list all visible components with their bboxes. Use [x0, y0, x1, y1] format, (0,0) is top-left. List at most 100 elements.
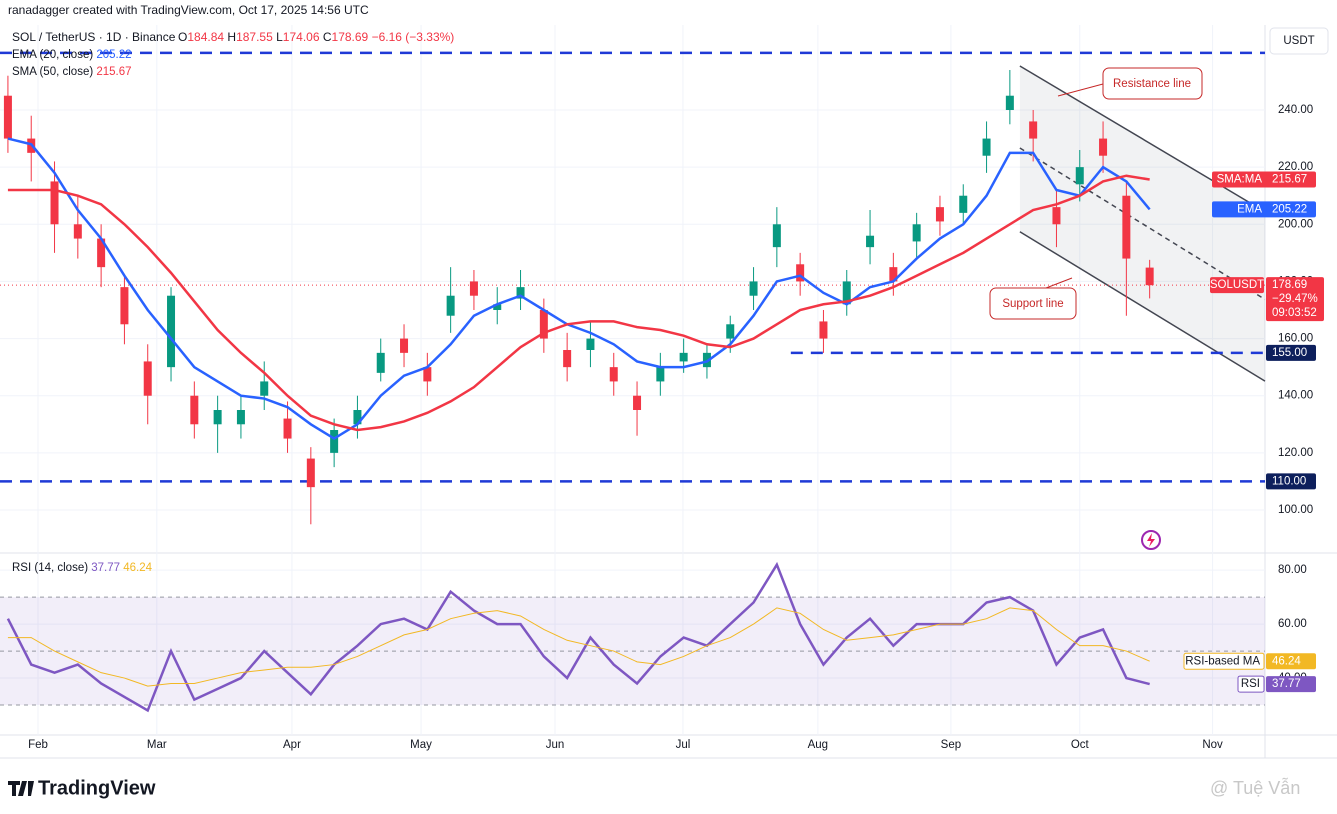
- ma-tag: [1212, 201, 1316, 218]
- candle-body: [1075, 167, 1084, 185]
- currency[interactable]: USDT: [1283, 35, 1314, 47]
- rsi-tag-name: RSI: [1241, 678, 1260, 690]
- candle-body: [749, 281, 758, 296]
- symbol: SOL / TetherUS · 1D · Binance: [12, 30, 176, 44]
- legend-name: RSI (14, close): [12, 562, 88, 574]
- y-tick-label: 240.00: [1278, 104, 1313, 116]
- legend-value: 46.24: [123, 562, 152, 574]
- candle-body: [376, 352, 385, 373]
- candle-body: [889, 267, 898, 282]
- y-tick-label: 220.00: [1278, 161, 1313, 173]
- support-label: Support line: [1002, 298, 1063, 310]
- candle-body: [120, 287, 129, 325]
- x-tick-label: Nov: [1202, 739, 1223, 751]
- brand: TradingView: [38, 777, 156, 799]
- candle-body: [167, 295, 176, 368]
- candle-body: [1029, 121, 1038, 139]
- level-tag-label: 110.00: [1272, 475, 1306, 487]
- currency-button[interactable]: [1269, 27, 1329, 55]
- legend-value: 215.67: [96, 66, 131, 78]
- candle-body: [586, 338, 595, 350]
- candle-body: [50, 181, 59, 225]
- candle-body: [842, 281, 851, 305]
- rsi-legend: RSI (14, close) 37.77 46.24: [12, 562, 153, 574]
- candle-body: [1122, 195, 1131, 259]
- legend-name: SMA (50, close): [12, 66, 93, 78]
- x-tick-label: Sep: [941, 739, 961, 751]
- ohlc-key: L: [276, 30, 283, 44]
- resistance-callout: [1102, 67, 1203, 100]
- x-tick-label: May: [410, 739, 432, 751]
- legend-value: 37.77: [91, 562, 120, 574]
- candle-body: [1005, 95, 1014, 110]
- ma-tag-name: SMA:MA: [1217, 174, 1263, 186]
- resistance-arrow: [1057, 83, 1104, 97]
- x-tick-label: Feb: [28, 739, 48, 751]
- candle-body: [656, 367, 665, 382]
- candle-body: [633, 395, 642, 410]
- candle-body: [213, 410, 222, 425]
- rsi-tag-name: RSI-based MA: [1185, 655, 1260, 667]
- rsi-tag: [1266, 653, 1316, 670]
- price-tag-name: SOLUSDT: [1210, 279, 1264, 291]
- y-tick-label: 60.00: [1278, 618, 1307, 630]
- ohlc-value: 187.55: [236, 30, 273, 44]
- rsi-tag-name-box: [1183, 652, 1265, 670]
- candle-body: [935, 207, 944, 222]
- ma-tag-value: 215.67: [1272, 174, 1307, 186]
- ohlc-value: 178.69: [332, 30, 369, 44]
- candle-body: [516, 287, 525, 299]
- price-tag-countdown: 09:03:52: [1272, 307, 1317, 319]
- ohlc-key: C: [323, 30, 332, 44]
- x-tick-label: Jun: [546, 739, 565, 751]
- candle-body: [679, 352, 688, 362]
- candle-body: [982, 138, 991, 156]
- candle-body: [97, 238, 106, 268]
- ohlc-value: 184.84: [187, 30, 224, 44]
- credit: ranadagger created with TradingView.com,…: [8, 3, 369, 17]
- candle-body: [143, 361, 152, 396]
- x-tick-label: Jul: [676, 739, 691, 751]
- ma-tag-value: 205.22: [1272, 203, 1307, 215]
- plot: Feb Mar Apr May Jun Jul Aug Sep Oct Nov 100.00 120.…: [0, 25, 1324, 751]
- candle-body: [726, 324, 735, 339]
- y-tick-label: 140.00: [1278, 390, 1313, 402]
- series-line: [7, 137, 1151, 441]
- candle-body: [1145, 267, 1154, 286]
- y-tick-label: 100.00: [1278, 504, 1313, 516]
- resistance-label: Resistance line: [1113, 78, 1191, 90]
- candle-body: [330, 430, 339, 453]
- candle-body: [796, 264, 805, 282]
- candle-body: [400, 338, 409, 353]
- ohlc-key: H: [227, 30, 236, 44]
- candle-body: [73, 224, 82, 239]
- ohlc-key: O: [178, 30, 187, 44]
- alert-bolt: [1147, 533, 1155, 547]
- candle-body: [819, 321, 828, 339]
- candle-body: [469, 281, 478, 296]
- series-line: [7, 174, 1150, 432]
- x-tick-label: Mar: [147, 739, 167, 751]
- ohlc: O184.84 H187.55 L174.06 C178.69 −6.16 (−…: [178, 30, 454, 44]
- channel-lower: [1019, 231, 1266, 382]
- level-tag-label: 155.00: [1272, 347, 1307, 359]
- candle-body: [772, 224, 781, 248]
- candle-body: [609, 367, 618, 382]
- candle-body: [423, 367, 432, 382]
- candle-body: [353, 410, 362, 425]
- candle-body: [493, 304, 502, 310]
- ema-legend: EMA (20, close) 205.22: [12, 49, 132, 61]
- alert-icon[interactable]: [1141, 530, 1161, 550]
- legend-name: EMA (20, close): [12, 49, 93, 61]
- rsi-tag-value: 37.77: [1272, 678, 1301, 690]
- x-tick-label: Oct: [1071, 739, 1090, 751]
- rsi-tag-name-box: [1237, 675, 1265, 693]
- x-tick-label: Aug: [808, 739, 828, 751]
- watermark: @ Tuệ Vẫn: [1210, 777, 1300, 798]
- level-tag: [1266, 473, 1316, 490]
- candle-body: [283, 418, 292, 439]
- candle-body: [1099, 138, 1108, 156]
- support-arrow: [1045, 277, 1073, 289]
- x-tick-label: Apr: [283, 739, 301, 751]
